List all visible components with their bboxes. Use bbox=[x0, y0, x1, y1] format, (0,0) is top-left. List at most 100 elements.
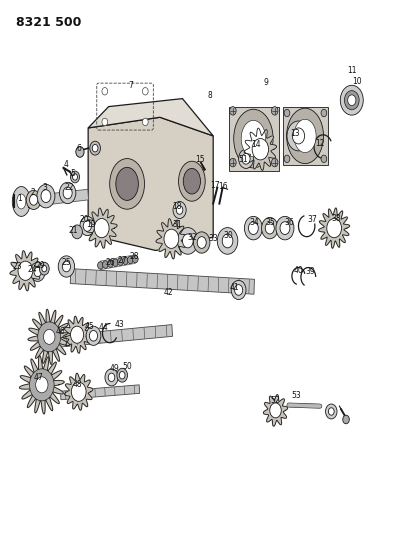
Text: 15: 15 bbox=[195, 156, 204, 164]
Text: 28: 28 bbox=[129, 253, 139, 261]
Circle shape bbox=[35, 376, 49, 393]
Circle shape bbox=[43, 328, 56, 345]
Text: 49: 49 bbox=[110, 365, 119, 373]
Polygon shape bbox=[64, 373, 93, 410]
Polygon shape bbox=[243, 128, 276, 171]
Circle shape bbox=[347, 95, 355, 106]
Ellipse shape bbox=[183, 168, 200, 194]
Circle shape bbox=[320, 109, 326, 117]
Circle shape bbox=[41, 190, 51, 203]
Text: 30: 30 bbox=[223, 231, 233, 240]
Text: 4: 4 bbox=[63, 160, 68, 168]
Circle shape bbox=[261, 217, 277, 239]
Circle shape bbox=[97, 262, 103, 269]
Circle shape bbox=[275, 216, 293, 240]
Polygon shape bbox=[29, 189, 88, 207]
Circle shape bbox=[248, 222, 258, 235]
Circle shape bbox=[76, 147, 84, 157]
Circle shape bbox=[269, 403, 281, 418]
Text: 44: 44 bbox=[98, 324, 108, 332]
Text: 46: 46 bbox=[56, 327, 65, 336]
Text: 29: 29 bbox=[35, 261, 45, 270]
Text: 8321 500: 8321 500 bbox=[16, 16, 81, 29]
Circle shape bbox=[58, 256, 74, 277]
Polygon shape bbox=[228, 107, 278, 171]
Polygon shape bbox=[282, 107, 327, 165]
Text: 48: 48 bbox=[72, 381, 82, 389]
Circle shape bbox=[132, 255, 138, 263]
Circle shape bbox=[182, 234, 193, 248]
Text: 34: 34 bbox=[249, 219, 258, 227]
Polygon shape bbox=[28, 309, 70, 365]
Circle shape bbox=[164, 229, 178, 248]
Circle shape bbox=[63, 187, 72, 199]
Circle shape bbox=[102, 118, 108, 126]
Polygon shape bbox=[60, 325, 172, 347]
Circle shape bbox=[42, 265, 47, 272]
Text: 17: 17 bbox=[210, 181, 220, 190]
Text: 25: 25 bbox=[61, 258, 71, 266]
Circle shape bbox=[34, 267, 41, 277]
Circle shape bbox=[80, 216, 94, 236]
Circle shape bbox=[92, 144, 98, 152]
Text: 40: 40 bbox=[293, 266, 303, 275]
Text: 16: 16 bbox=[218, 182, 228, 191]
Circle shape bbox=[252, 139, 268, 160]
Text: 5: 5 bbox=[70, 169, 75, 178]
Text: 36: 36 bbox=[283, 219, 293, 227]
Circle shape bbox=[342, 415, 348, 424]
Text: 26: 26 bbox=[106, 258, 115, 266]
Circle shape bbox=[142, 118, 148, 126]
Circle shape bbox=[325, 404, 336, 419]
Ellipse shape bbox=[116, 167, 138, 200]
Circle shape bbox=[292, 128, 304, 144]
Circle shape bbox=[231, 280, 245, 300]
Text: 18: 18 bbox=[172, 203, 182, 211]
Text: 20: 20 bbox=[79, 215, 89, 224]
Circle shape bbox=[283, 109, 289, 117]
Ellipse shape bbox=[178, 161, 205, 201]
Text: 42: 42 bbox=[163, 288, 173, 296]
Circle shape bbox=[62, 261, 70, 272]
Circle shape bbox=[222, 234, 232, 248]
Circle shape bbox=[102, 87, 108, 95]
Text: 2: 2 bbox=[30, 189, 35, 197]
Circle shape bbox=[326, 219, 341, 238]
Polygon shape bbox=[263, 394, 287, 426]
Text: 37: 37 bbox=[307, 215, 317, 224]
Text: 52: 52 bbox=[270, 397, 280, 405]
Circle shape bbox=[127, 256, 133, 264]
Circle shape bbox=[108, 373, 115, 382]
Circle shape bbox=[29, 195, 38, 205]
Circle shape bbox=[83, 221, 91, 231]
Circle shape bbox=[119, 372, 125, 379]
Text: 24: 24 bbox=[27, 265, 37, 273]
Text: 35: 35 bbox=[265, 219, 275, 227]
Circle shape bbox=[39, 262, 49, 275]
Circle shape bbox=[102, 261, 108, 268]
Circle shape bbox=[70, 326, 83, 343]
Circle shape bbox=[238, 149, 253, 168]
Text: 7: 7 bbox=[128, 81, 133, 90]
Text: 38: 38 bbox=[330, 214, 340, 223]
Circle shape bbox=[72, 174, 77, 180]
Circle shape bbox=[117, 258, 123, 265]
Polygon shape bbox=[86, 208, 117, 248]
Circle shape bbox=[18, 261, 33, 280]
Polygon shape bbox=[88, 117, 213, 251]
Circle shape bbox=[173, 201, 186, 219]
Text: 47: 47 bbox=[34, 373, 44, 382]
Text: 45: 45 bbox=[84, 322, 94, 330]
Circle shape bbox=[271, 107, 277, 115]
Circle shape bbox=[36, 377, 48, 393]
Circle shape bbox=[283, 155, 289, 163]
Text: 19: 19 bbox=[86, 221, 96, 229]
Circle shape bbox=[86, 326, 101, 345]
Ellipse shape bbox=[233, 109, 272, 168]
Text: 33: 33 bbox=[208, 235, 218, 243]
Text: 39: 39 bbox=[305, 268, 315, 276]
Polygon shape bbox=[70, 269, 254, 294]
Text: 3: 3 bbox=[43, 183, 47, 192]
Polygon shape bbox=[10, 251, 41, 291]
Circle shape bbox=[112, 259, 118, 266]
